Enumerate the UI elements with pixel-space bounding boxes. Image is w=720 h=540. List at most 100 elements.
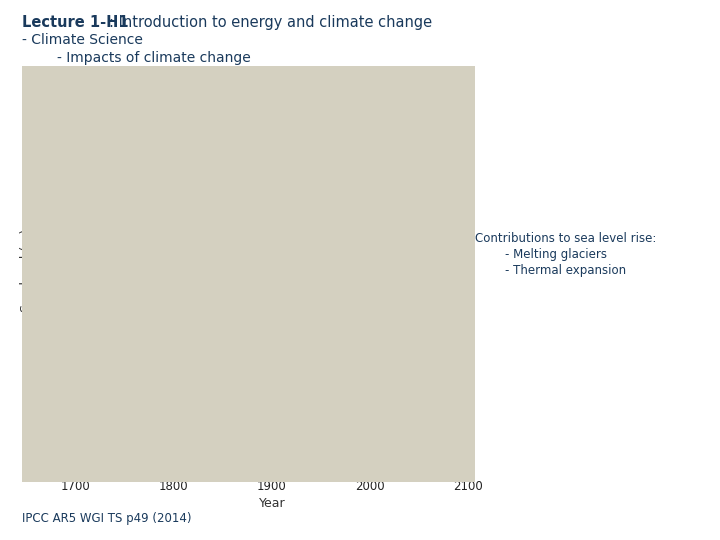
Point xyxy=(372,402,384,410)
Point xyxy=(317,406,328,414)
Point xyxy=(360,402,372,411)
Point xyxy=(354,342,365,351)
Point xyxy=(363,339,374,347)
Point xyxy=(366,400,377,409)
Point xyxy=(337,401,348,410)
Point xyxy=(230,402,242,411)
Point xyxy=(311,406,323,414)
Point xyxy=(352,402,364,411)
Point xyxy=(283,401,294,409)
Point xyxy=(336,377,348,386)
Point xyxy=(307,405,319,414)
Point xyxy=(351,403,362,412)
Point xyxy=(345,359,356,368)
Point xyxy=(349,358,361,367)
Point xyxy=(341,404,352,413)
Y-axis label: Sea level (m): Sea level (m) xyxy=(19,228,32,312)
Point xyxy=(289,399,301,407)
Point xyxy=(370,406,382,415)
Point xyxy=(257,396,269,404)
Point xyxy=(297,402,309,410)
Text: Contributions to sea level rise:: Contributions to sea level rise: xyxy=(475,232,657,245)
Point xyxy=(305,371,317,380)
Point xyxy=(333,400,344,409)
Text: - Climate Science: - Climate Science xyxy=(22,33,143,48)
Point xyxy=(248,413,259,422)
Point xyxy=(348,396,360,405)
Point xyxy=(332,368,343,377)
Point xyxy=(268,400,279,408)
Point xyxy=(359,356,370,365)
Point xyxy=(292,400,303,408)
Point xyxy=(226,405,238,414)
Text: : Introduction to energy and climate change: : Introduction to energy and climate cha… xyxy=(109,15,433,30)
Point xyxy=(309,401,320,409)
Point xyxy=(235,409,246,418)
Point xyxy=(292,387,304,396)
Point xyxy=(319,395,330,404)
Point xyxy=(276,408,287,416)
Point xyxy=(321,395,333,404)
Point xyxy=(346,405,358,414)
Point xyxy=(272,403,284,411)
Point xyxy=(270,393,282,401)
Point xyxy=(278,405,289,414)
Point xyxy=(297,384,308,393)
Point xyxy=(261,403,273,411)
Point xyxy=(301,394,312,402)
Point xyxy=(328,378,339,387)
Text: Lecture 1-H1: Lecture 1-H1 xyxy=(22,15,128,30)
Point xyxy=(279,395,290,403)
Point xyxy=(341,353,352,362)
Point xyxy=(343,393,354,402)
Point xyxy=(284,403,295,411)
Point xyxy=(222,409,233,417)
Point xyxy=(282,402,293,411)
Point xyxy=(364,393,376,402)
Point xyxy=(374,396,385,404)
Point xyxy=(266,402,277,411)
Point xyxy=(239,403,251,412)
Point xyxy=(270,402,282,410)
Point xyxy=(287,400,299,408)
Point xyxy=(335,403,346,411)
Point xyxy=(354,395,366,404)
Point xyxy=(356,404,368,413)
Point xyxy=(344,399,356,407)
Point xyxy=(372,338,383,347)
Point xyxy=(325,408,336,417)
Point xyxy=(252,394,264,403)
Point xyxy=(302,399,313,407)
Point xyxy=(318,361,330,370)
Point xyxy=(303,401,315,410)
Text: IPCC AR5 WGI TS p49 (2014): IPCC AR5 WGI TS p49 (2014) xyxy=(22,512,191,525)
Point xyxy=(243,403,255,411)
Point xyxy=(368,394,379,402)
X-axis label: Year: Year xyxy=(258,497,285,510)
Point xyxy=(314,379,325,388)
Point xyxy=(305,401,317,410)
Point xyxy=(266,399,277,407)
Point xyxy=(300,395,311,403)
Point xyxy=(329,407,341,415)
Point xyxy=(323,372,335,381)
Text: - Thermal expansion: - Thermal expansion xyxy=(475,264,626,276)
Point xyxy=(287,386,299,395)
Point xyxy=(286,402,297,410)
Point xyxy=(280,405,292,414)
Point xyxy=(295,399,307,407)
Text: - Melting glaciers: - Melting glaciers xyxy=(475,248,607,261)
Point xyxy=(217,395,228,404)
Point xyxy=(310,378,321,387)
Point xyxy=(362,394,374,403)
Point xyxy=(294,403,305,412)
Point xyxy=(313,400,325,408)
Point xyxy=(315,408,327,417)
Point xyxy=(323,396,335,404)
Point xyxy=(327,407,338,415)
Point xyxy=(330,408,342,416)
Point xyxy=(274,396,286,405)
Point xyxy=(274,400,285,409)
Text: - Impacts of climate change: - Impacts of climate change xyxy=(22,51,251,65)
Point xyxy=(338,403,350,411)
